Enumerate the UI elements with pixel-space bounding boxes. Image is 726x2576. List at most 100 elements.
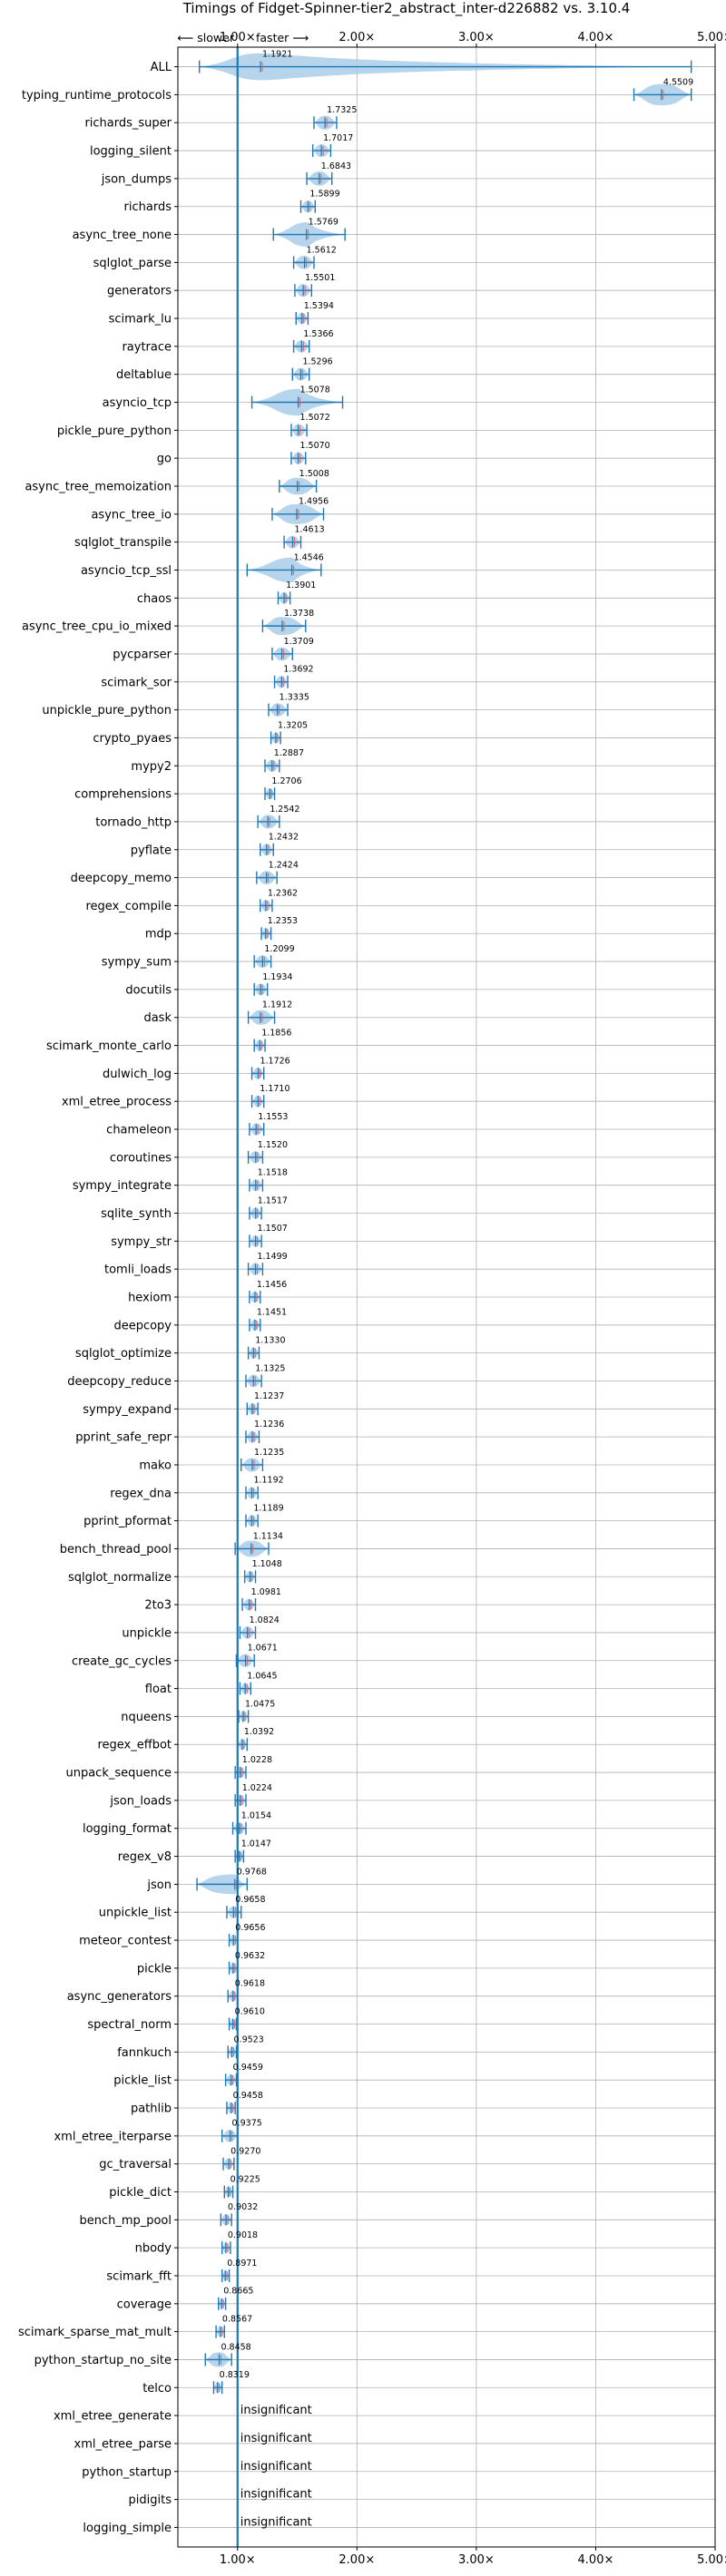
benchmark-label: unpickle bbox=[122, 1626, 172, 1640]
value-label: 1.1934 bbox=[262, 972, 292, 982]
value-label: 1.4613 bbox=[294, 525, 324, 535]
labels-layer: 1.00× 1.00× 2.00× 2.00× 3.00× 3.00× 4.00× 4.00×… bbox=[18, 31, 726, 2567]
value-label: 1.2362 bbox=[268, 888, 298, 898]
benchmark-label: ALL bbox=[151, 61, 172, 74]
value-label: 1.5769 bbox=[309, 217, 338, 227]
value-label: 1.1710 bbox=[260, 1084, 289, 1094]
benchmark-label: python_startup bbox=[82, 2465, 172, 2479]
value-label: 1.5296 bbox=[302, 357, 332, 367]
value-label: 1.0824 bbox=[250, 1615, 280, 1625]
benchmark-label: mako bbox=[139, 1459, 172, 1472]
benchmark-label: async_tree_memoization bbox=[25, 480, 172, 493]
benchmark-label: gc_traversal bbox=[99, 2158, 172, 2171]
insignificant-label: insignificant bbox=[240, 2404, 312, 2417]
value-label: 1.0392 bbox=[244, 1727, 274, 1737]
benchmark-label: python_startup_no_site bbox=[34, 2354, 172, 2367]
x-tick-label-top: 1.00× bbox=[220, 31, 256, 44]
benchmark-label: pickle bbox=[137, 1962, 172, 1976]
x-tick-label-bottom: 2.00× bbox=[338, 2553, 375, 2567]
benchmark-label: sympy_sum bbox=[102, 956, 172, 970]
value-label: 1.6843 bbox=[321, 161, 351, 171]
value-label: 0.9632 bbox=[235, 1951, 265, 1961]
value-label: 1.1921 bbox=[262, 49, 292, 59]
benchmark-label: spectral_norm bbox=[87, 2018, 172, 2032]
value-label: 1.1499 bbox=[257, 1252, 287, 1262]
chart-title: Timings of Fidget-Spinner-tier2_abstract… bbox=[182, 0, 631, 17]
value-label: 1.2099 bbox=[264, 944, 294, 954]
benchmark-label: docutils bbox=[125, 983, 172, 997]
value-label: 1.1518 bbox=[258, 1168, 288, 1178]
value-label: 1.1451 bbox=[257, 1308, 287, 1318]
benchmark-label: deepcopy_memo bbox=[71, 872, 172, 885]
value-label: 1.0475 bbox=[245, 1699, 275, 1709]
value-label: 1.3692 bbox=[283, 665, 313, 675]
value-label: 1.1856 bbox=[261, 1028, 291, 1038]
benchmark-label: tomli_loads bbox=[104, 1264, 172, 1277]
benchmark-label: sqlglot_parse bbox=[93, 257, 172, 270]
benchmark-label: regex_effbot bbox=[97, 1739, 172, 1752]
benchmark-label: async_tree_io bbox=[91, 508, 172, 522]
benchmark-label: xml_etree_generate bbox=[54, 2410, 172, 2424]
benchmark-label: logging_simple bbox=[83, 2522, 172, 2535]
benchmark-label: unpickle_list bbox=[99, 1907, 172, 1920]
benchmark-label: coverage bbox=[117, 2298, 172, 2311]
benchmark-label: scimark_fft bbox=[106, 2269, 172, 2283]
benchmark-label: scimark_sparse_mat_mult bbox=[18, 2326, 172, 2339]
x-tick-label-top: 5.00× bbox=[697, 31, 726, 44]
benchmark-label: telco bbox=[142, 2382, 172, 2395]
insignificant-label: insignificant bbox=[240, 2515, 312, 2529]
value-label: 0.9768 bbox=[237, 1867, 267, 1877]
value-label: 1.4956 bbox=[299, 497, 329, 507]
benchmark-label: logging_silent bbox=[90, 145, 172, 159]
benchmark-label: asyncio_tcp bbox=[103, 396, 172, 410]
benchmark-label: unpickle_pure_python bbox=[42, 704, 172, 717]
benchmark-label: sqlglot_transpile bbox=[74, 536, 172, 550]
value-label: 0.9459 bbox=[233, 2063, 263, 2073]
benchmark-label: richards_super bbox=[84, 117, 172, 131]
value-label: 1.1048 bbox=[252, 1559, 282, 1569]
value-label: 0.9018 bbox=[228, 2230, 258, 2240]
x-tick-label-bottom: 1.00× bbox=[220, 2553, 256, 2567]
value-label: 1.1726 bbox=[260, 1056, 289, 1066]
benchmark-label: create_gc_cycles bbox=[72, 1654, 172, 1668]
benchmark-label: scimark_lu bbox=[109, 313, 172, 327]
value-label: 1.0981 bbox=[251, 1587, 281, 1597]
value-label: 1.5501 bbox=[305, 273, 335, 283]
benchmark-label: pprint_safe_repr bbox=[75, 1431, 172, 1445]
value-label: 1.5072 bbox=[300, 413, 330, 423]
x-tick-label-top: 2.00× bbox=[338, 31, 375, 44]
benchmark-label: chaos bbox=[137, 592, 172, 606]
benchmark-label: logging_format bbox=[83, 1822, 172, 1836]
value-label: 0.9610 bbox=[235, 2006, 265, 2016]
value-label: 1.2542 bbox=[270, 805, 299, 815]
value-label: 1.0224 bbox=[242, 1783, 272, 1793]
benchmark-label: 2to3 bbox=[144, 1599, 172, 1613]
value-label: 1.1192 bbox=[253, 1476, 283, 1486]
benchmark-label: bench_thread_pool bbox=[60, 1543, 172, 1556]
value-label: 0.9656 bbox=[235, 1923, 265, 1933]
direction-faster-label: faster ⟶ bbox=[256, 31, 309, 44]
benchmark-label: dask bbox=[143, 1011, 172, 1025]
value-label: 4.5509 bbox=[663, 77, 693, 87]
benchmark-label: pickle_pure_python bbox=[57, 424, 172, 438]
value-label: 0.9225 bbox=[231, 2174, 260, 2184]
grid-layer bbox=[174, 44, 716, 2551]
value-label: 1.1517 bbox=[258, 1195, 288, 1205]
benchmark-label: generators bbox=[107, 285, 172, 298]
benchmark-label: json_loads bbox=[109, 1794, 172, 1808]
value-label: 1.3205 bbox=[278, 720, 308, 730]
benchmark-label: asyncio_tcp_ssl bbox=[81, 564, 172, 578]
value-label: 0.9032 bbox=[228, 2202, 258, 2212]
benchmark-label: xml_etree_parse bbox=[74, 2437, 172, 2451]
benchmark-label: deepcopy_reduce bbox=[67, 1375, 172, 1389]
value-label: 1.5366 bbox=[303, 329, 333, 339]
value-label: 0.8319 bbox=[220, 2370, 250, 2380]
benchmark-label: typing_runtime_protocols bbox=[22, 89, 172, 102]
value-label: 1.3709 bbox=[284, 637, 314, 647]
benchmark-label: comprehensions bbox=[74, 788, 172, 802]
benchmark-label: float bbox=[145, 1683, 172, 1696]
value-label: 1.3335 bbox=[280, 693, 309, 703]
value-label: 0.8567 bbox=[222, 2315, 252, 2325]
direction-slower-label: ⟵ slower bbox=[177, 31, 234, 44]
